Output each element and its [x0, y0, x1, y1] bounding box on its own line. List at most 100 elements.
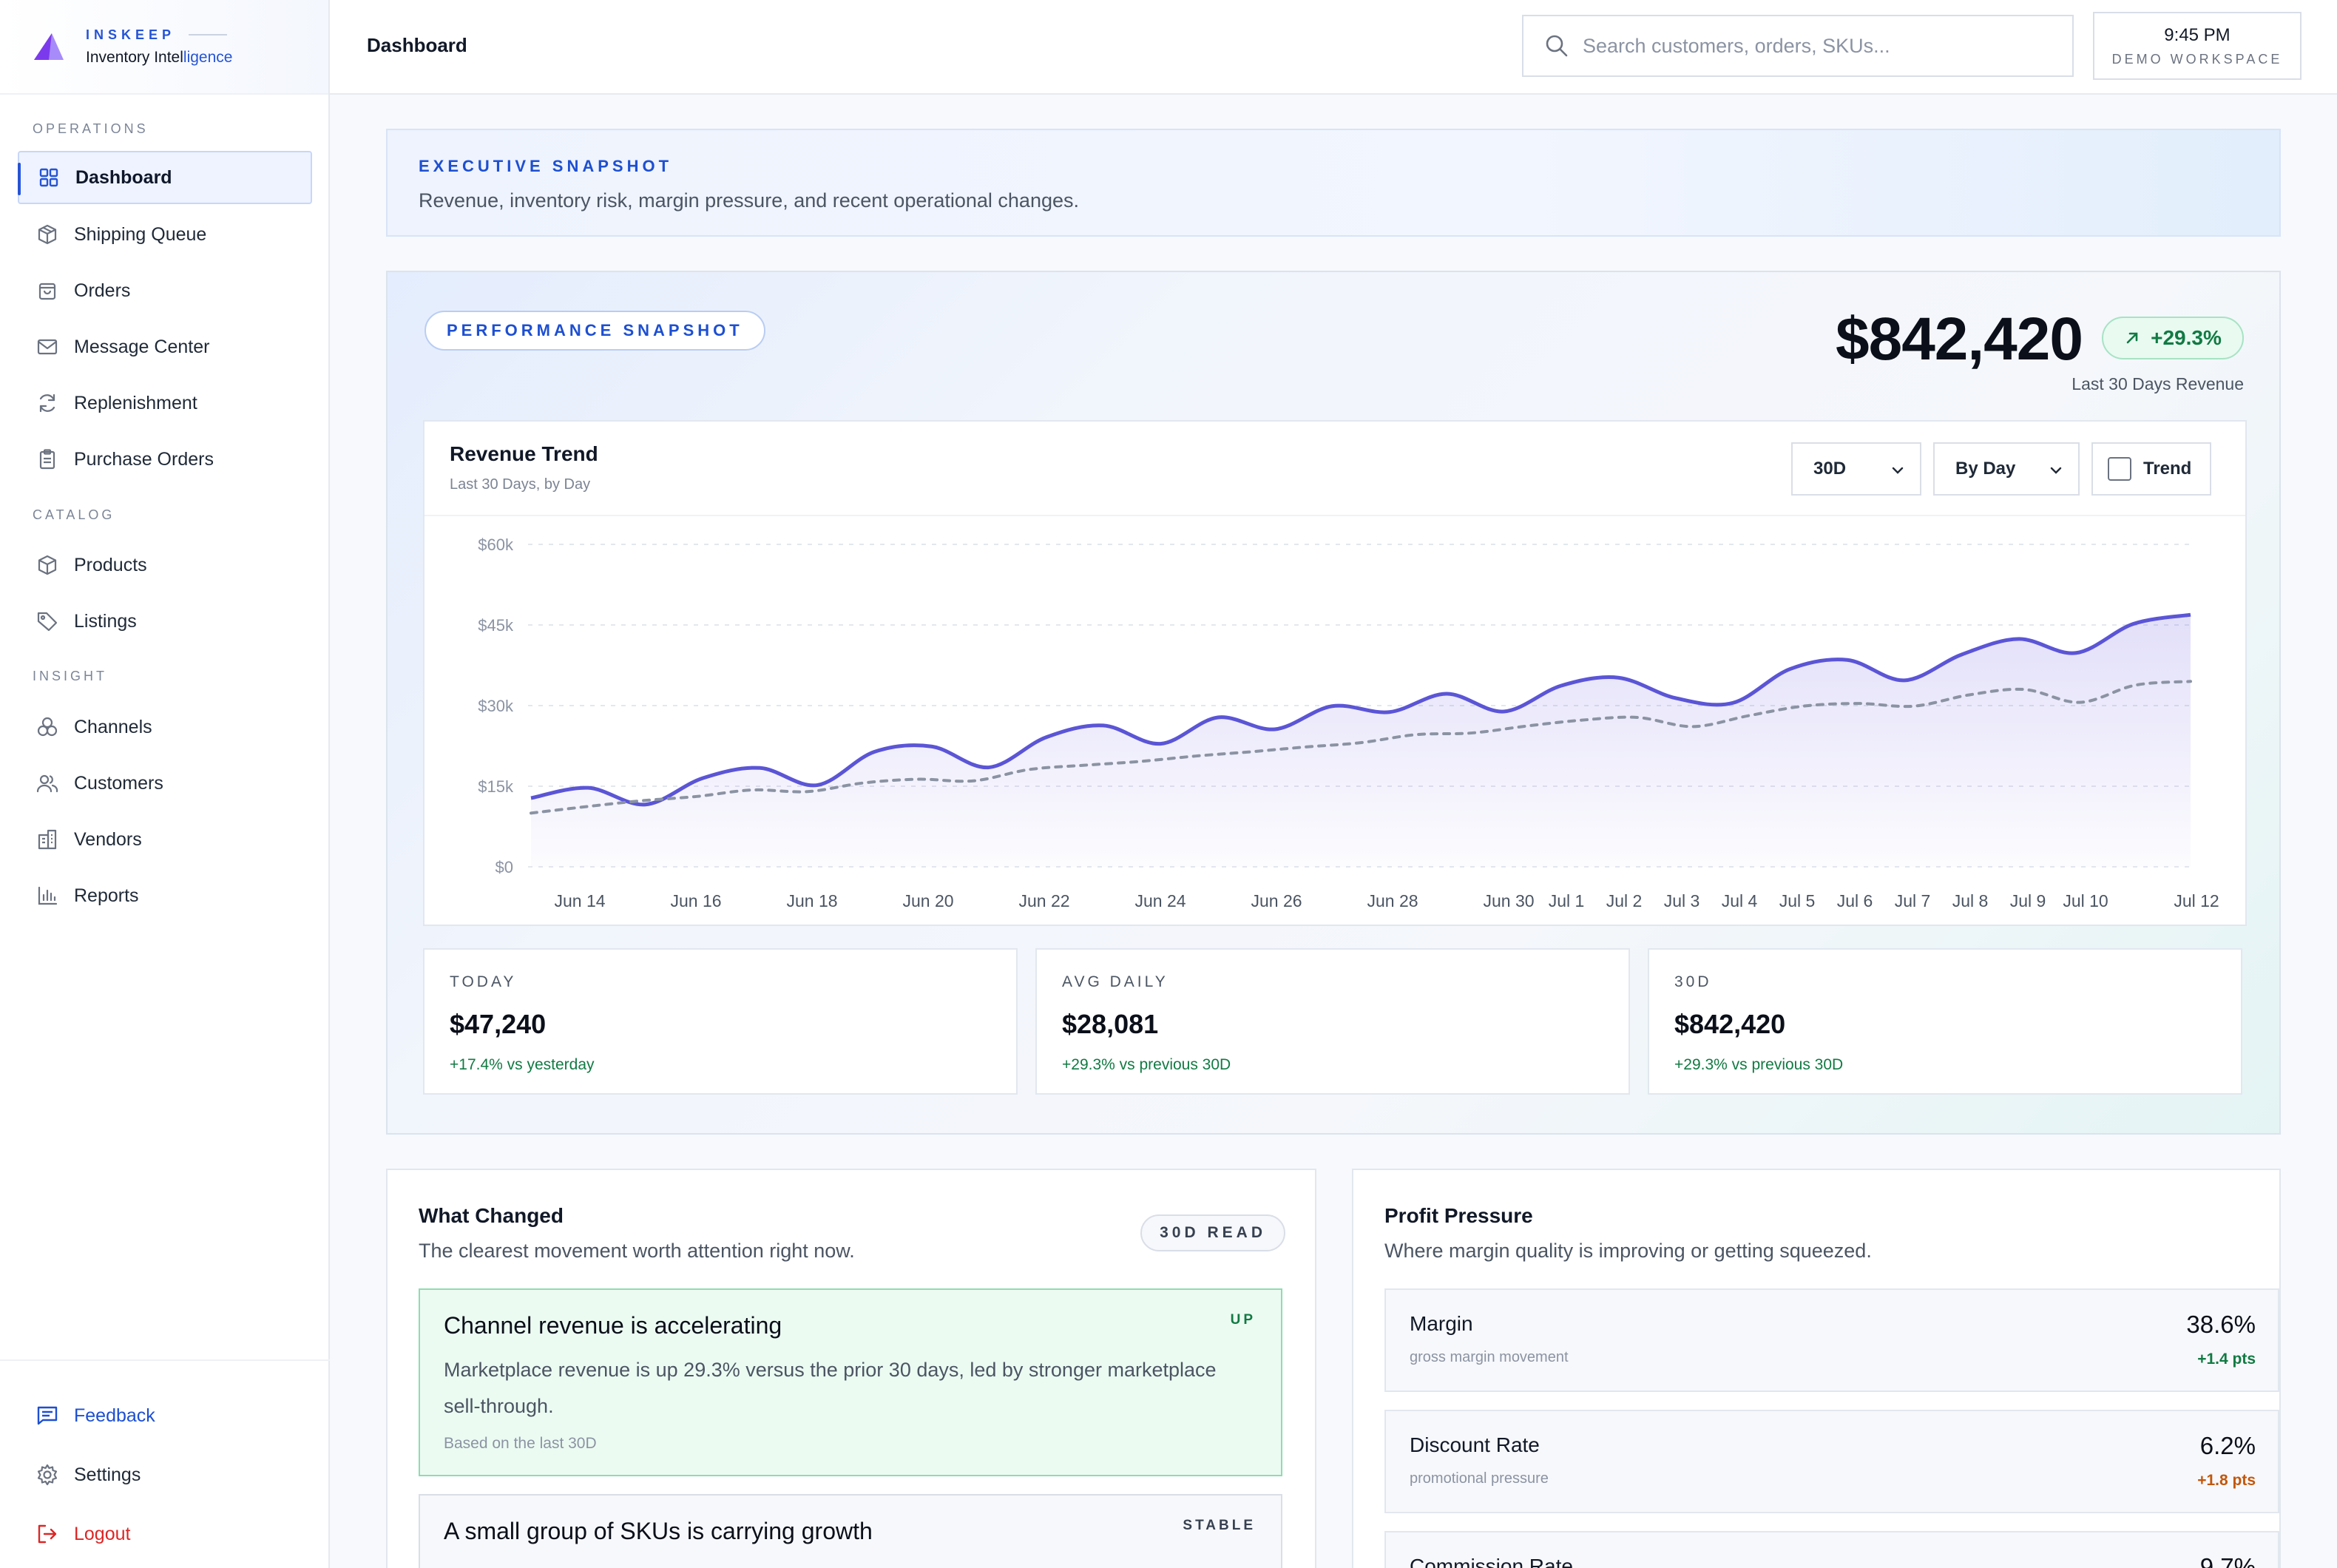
- sidebar-item-products[interactable]: Products: [18, 538, 312, 592]
- change-card[interactable]: A small group of SKUs is carrying growth…: [419, 1494, 1282, 1568]
- x-tick-label: Jun 24: [1134, 891, 1186, 910]
- metric-subtitle: gross margin movement: [1410, 1349, 1569, 1365]
- y-tick-label: $45k: [478, 616, 514, 635]
- sidebar-item-feedback[interactable]: Feedback: [18, 1389, 312, 1442]
- x-tick-label: Jun 30: [1483, 891, 1534, 910]
- what-changed-panel: What Changed The clearest movement worth…: [386, 1169, 1316, 1568]
- brand[interactable]: INSKEEP Inventory Intelligence: [0, 0, 328, 95]
- chart-subtitle: Last 30 Days, by Day: [450, 476, 591, 493]
- sidebar-item-label: Reports: [74, 885, 139, 906]
- metric-name: Commission Rate: [1410, 1555, 1573, 1568]
- x-tick-label: Jul 2: [1606, 891, 1643, 910]
- sidebar-item-label: Message Center: [74, 336, 210, 357]
- nav-section-operations: OPERATIONS: [33, 121, 149, 136]
- package-icon: [35, 553, 59, 577]
- sidebar-item-label: Feedback: [74, 1405, 155, 1426]
- brand-subtitle: Inventory Intelligence: [86, 48, 233, 66]
- metric-row-margin: Margin gross margin movement 38.6% +1.4 …: [1384, 1288, 2279, 1392]
- stat-change: +29.3% vs previous 30D: [1062, 1056, 1231, 1073]
- metric-name: Discount Rate: [1410, 1433, 1540, 1456]
- sidebar-item-orders[interactable]: Orders: [18, 264, 312, 317]
- change-tag: UP: [1230, 1312, 1256, 1328]
- profit-pressure-panel: Profit Pressure Where margin quality is …: [1352, 1169, 2281, 1568]
- sidebar-item-replenishment[interactable]: Replenishment: [18, 376, 312, 430]
- metric-delta: +1.8 pts: [2197, 1472, 2256, 1489]
- nav-section-catalog: CATALOG: [33, 507, 115, 522]
- revenue-series-line: [530, 612, 2191, 807]
- revenue-total: $842,420: [1835, 305, 2083, 373]
- clock-time: 9:45 PM: [2164, 24, 2231, 45]
- search-icon: [1546, 35, 1568, 57]
- range-select[interactable]: 30D: [1791, 442, 1921, 496]
- x-tick-label: Jun 26: [1251, 891, 1302, 910]
- sidebar-item-vendors[interactable]: Vendors: [18, 813, 312, 866]
- logout-icon: [35, 1522, 59, 1546]
- metric-value: 9.7%: [2199, 1553, 2256, 1568]
- sidebar-item-label: Channels: [74, 716, 152, 737]
- x-tick-label: Jun 20: [902, 891, 953, 910]
- revenue-trend-chart: $0 $15k $30k $45k $60k Jun 14 Jun 16 Jun 18 Jun …: [478, 535, 2219, 910]
- executive-snapshot: EXECUTIVE SNAPSHOT Revenue, inventory ri…: [386, 129, 2281, 237]
- x-tick-label: Jul 8: [1952, 891, 1989, 910]
- y-tick-label: $30k: [478, 697, 514, 715]
- metric-delta: +1.4 pts: [2197, 1351, 2256, 1368]
- stat-card-avg-daily: AVG DAILY $28,081 +29.3% vs previous 30D: [1035, 948, 1630, 1095]
- x-tick-label: Jun 14: [554, 891, 605, 910]
- sidebar: INSKEEP Inventory Intelligence OPERATION…: [0, 0, 330, 1568]
- change-title: A small group of SKUs is carrying growth: [444, 1518, 873, 1544]
- trend-checkbox[interactable]: [2108, 457, 2131, 481]
- sidebar-item-shipping-queue[interactable]: Shipping Queue: [18, 208, 312, 261]
- bar-chart-icon: [35, 884, 59, 908]
- sidebar-item-label: Shipping Queue: [74, 223, 207, 245]
- y-tick-label: $60k: [478, 535, 514, 554]
- page-title: Dashboard: [367, 34, 467, 56]
- brand-name: INSKEEP: [86, 27, 176, 42]
- search-input[interactable]: Search customers, orders, SKUs...: [1522, 15, 2074, 77]
- sidebar-item-message-center[interactable]: Message Center: [18, 320, 312, 374]
- x-tick-label: Jun 22: [1018, 891, 1069, 910]
- box-icon: [35, 223, 59, 246]
- panel-title: What Changed: [419, 1204, 564, 1227]
- x-tick-label: Jul 3: [1664, 891, 1700, 910]
- x-tick-label: Jul 9: [2010, 891, 2046, 910]
- change-body: Marketplace revenue is up 29.3% versus t…: [444, 1359, 1217, 1417]
- sidebar-item-label: Customers: [74, 772, 163, 794]
- x-tick-label: Jun 28: [1367, 891, 1418, 910]
- brand-logo-icon: [34, 33, 64, 60]
- metric-row-commission-rate: Commission Rate 9.7%: [1384, 1531, 2279, 1568]
- panel-subtitle: The clearest movement worth attention ri…: [419, 1240, 855, 1262]
- sidebar-item-logout[interactable]: Logout: [18, 1507, 312, 1561]
- sidebar-item-label: Dashboard: [75, 166, 172, 188]
- sidebar-item-channels[interactable]: Channels: [18, 700, 312, 754]
- change-basis: Based on the last 30D: [444, 1435, 597, 1452]
- chevron-down-icon: [2050, 467, 2062, 474]
- trend-toggle[interactable]: Trend: [2091, 442, 2211, 496]
- exec-kicker: EXECUTIVE SNAPSHOT: [419, 157, 673, 175]
- stat-value: $842,420: [1674, 1009, 1786, 1039]
- metric-value: 38.6%: [2186, 1311, 2256, 1338]
- gear-icon: [35, 1463, 59, 1487]
- feedback-icon: [35, 1404, 59, 1427]
- tag-icon: [35, 609, 59, 633]
- stat-value: $47,240: [450, 1009, 547, 1039]
- refresh-icon: [35, 391, 59, 415]
- sidebar-item-label: Vendors: [74, 828, 142, 850]
- sidebar-footer: Feedback Settings Logout: [0, 1359, 330, 1568]
- x-tick-label: Jul 1: [1549, 891, 1585, 910]
- search-placeholder: Search customers, orders, SKUs...: [1583, 34, 1890, 57]
- change-title: Channel revenue is accelerating: [444, 1312, 782, 1339]
- x-tick-label: Jul 5: [1779, 891, 1816, 910]
- group-select[interactable]: By Day: [1933, 442, 2080, 496]
- nav-section-insight: INSIGHT: [33, 669, 108, 683]
- sidebar-item-dashboard[interactable]: Dashboard: [18, 151, 312, 204]
- metric-value: 6.2%: [2199, 1432, 2256, 1459]
- mail-icon: [35, 335, 59, 359]
- comparison-series-line: [530, 680, 2192, 815]
- sidebar-item-listings[interactable]: Listings: [18, 595, 312, 648]
- sidebar-item-customers[interactable]: Customers: [18, 757, 312, 810]
- sidebar-item-purchase-orders[interactable]: Purchase Orders: [18, 433, 312, 486]
- stat-card-today: TODAY $47,240 +17.4% vs yesterday: [423, 948, 1018, 1095]
- change-card[interactable]: Channel revenue is accelerating UP Marke…: [419, 1288, 1282, 1476]
- sidebar-item-reports[interactable]: Reports: [18, 869, 312, 922]
- sidebar-item-settings[interactable]: Settings: [18, 1448, 312, 1501]
